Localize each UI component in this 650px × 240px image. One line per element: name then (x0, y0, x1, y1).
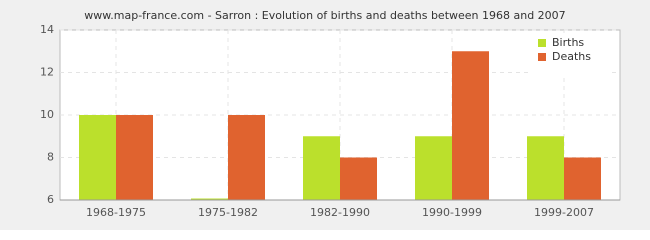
y-tick-label: 8 (47, 151, 54, 164)
legend-label: Births (552, 36, 584, 49)
bar (116, 115, 153, 200)
bar (340, 157, 377, 200)
y-tick-label: 6 (47, 193, 54, 206)
bar (191, 198, 228, 200)
bar (228, 115, 265, 200)
y-tick-label: 14 (40, 23, 54, 36)
y-tick-label: 12 (40, 66, 54, 79)
legend-swatch (538, 53, 546, 61)
chart: www.map-france.com - Sarron : Evolution … (0, 0, 650, 230)
bar (564, 157, 601, 200)
chart-title: www.map-france.com - Sarron : Evolution … (84, 9, 565, 22)
legend-label: Deaths (552, 50, 591, 63)
x-tick-label: 1990-1999 (422, 206, 482, 219)
bar (527, 136, 564, 200)
bar (415, 136, 452, 200)
bar (452, 51, 489, 200)
y-tick-label: 10 (40, 108, 54, 121)
x-tick-label: 1999-2007 (534, 206, 594, 219)
x-tick-label: 1982-1990 (310, 206, 370, 219)
bar (79, 115, 116, 200)
bar (303, 136, 340, 200)
x-tick-label: 1968-1975 (86, 206, 146, 219)
legend-swatch (538, 39, 546, 47)
x-tick-label: 1975-1982 (198, 206, 258, 219)
